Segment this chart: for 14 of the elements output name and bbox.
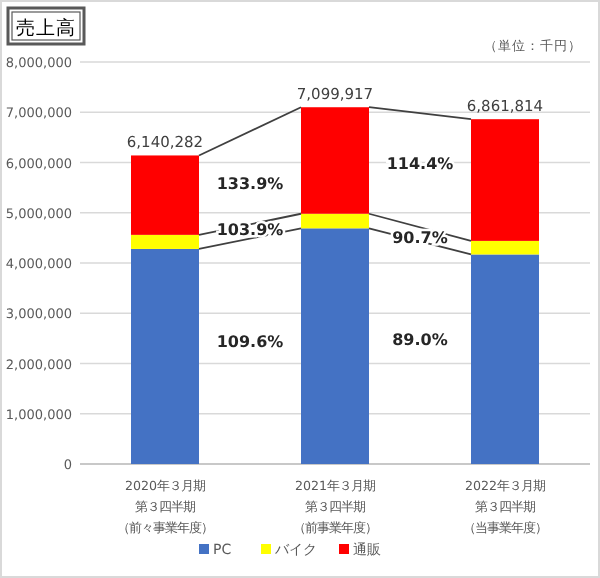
bar (301, 107, 369, 214)
bar (471, 119, 539, 241)
bar (301, 228, 369, 464)
annotation: 89.0% (392, 331, 448, 350)
chart-title: 売上高 (16, 16, 76, 40)
bar (301, 213, 369, 229)
annotation: 109.6% (216, 333, 284, 352)
bar (131, 155, 199, 235)
annotation: 114.4% (386, 155, 454, 174)
bar (131, 234, 199, 249)
bar (471, 254, 539, 464)
bar (131, 248, 199, 464)
bar (471, 240, 539, 255)
annotation: 133.9% (216, 175, 284, 194)
